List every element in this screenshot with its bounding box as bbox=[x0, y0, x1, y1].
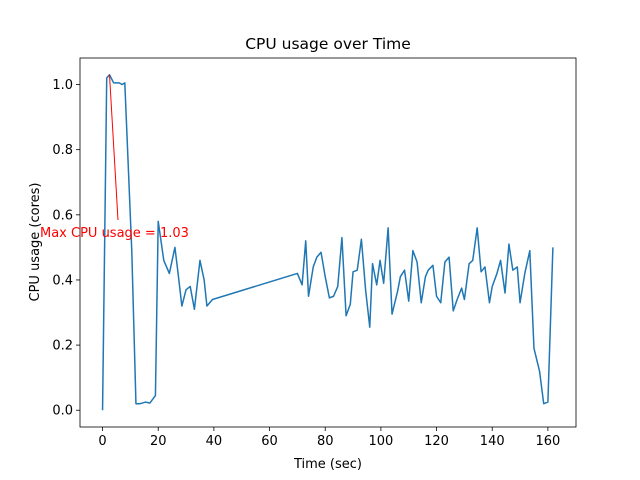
x-tick-label: 40 bbox=[206, 434, 223, 449]
x-tick-label: 60 bbox=[261, 434, 278, 449]
y-tick-label: 0.6 bbox=[52, 208, 73, 223]
data-line bbox=[101, 74, 554, 411]
x-tick-label: 80 bbox=[317, 434, 334, 449]
y-tick-label: 1.0 bbox=[52, 78, 73, 93]
y-axis-label: CPU usage (cores) bbox=[28, 183, 43, 302]
x-axis-label: Time (sec) bbox=[293, 457, 362, 472]
x-tick-label: 100 bbox=[368, 434, 393, 449]
x-tick-label: 160 bbox=[535, 434, 560, 449]
x-tick-label: 140 bbox=[480, 434, 505, 449]
annotation-text: Max CPU usage = 1.03 bbox=[40, 226, 189, 241]
y-tick-label: 0.0 bbox=[52, 404, 73, 419]
x-tick-label: 0 bbox=[98, 434, 106, 449]
y-tick-label: 0.8 bbox=[52, 143, 73, 158]
chart-title: CPU usage over Time bbox=[245, 35, 411, 53]
plot-frame bbox=[79, 57, 577, 428]
annotation-arrow bbox=[109, 74, 119, 221]
x-tick-label: 20 bbox=[150, 434, 167, 449]
y-tick-label: 0.4 bbox=[52, 273, 73, 288]
y-tick-label: 0.2 bbox=[52, 339, 73, 354]
x-tick-label: 120 bbox=[424, 434, 449, 449]
